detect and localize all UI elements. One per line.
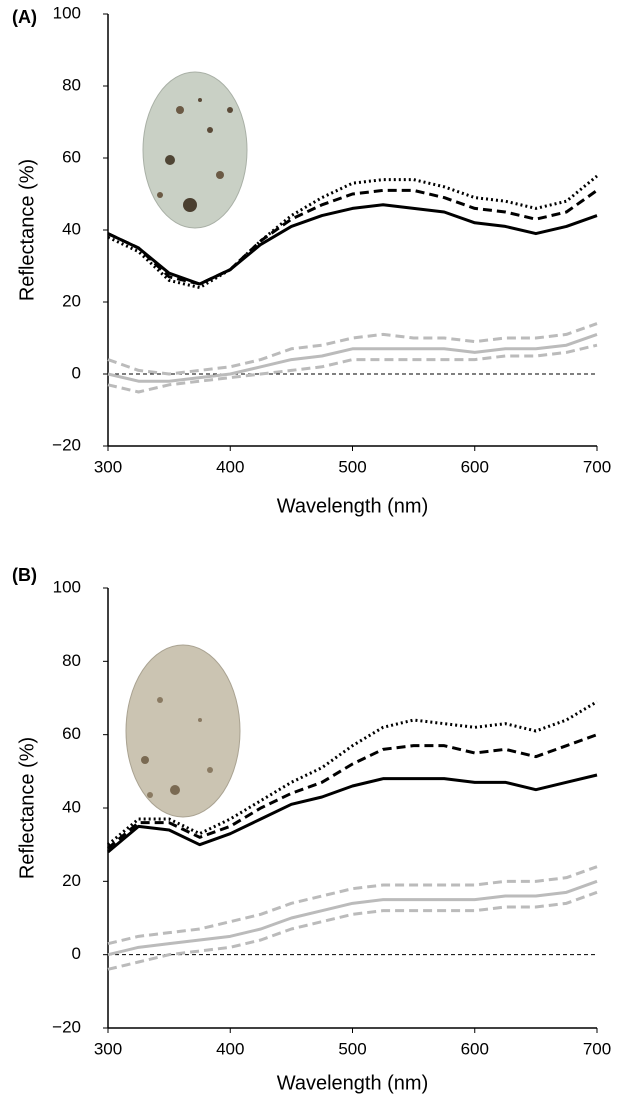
series-line <box>107 890 598 971</box>
y-tick-label: 40 <box>62 219 81 238</box>
egg-b <box>125 644 241 818</box>
x-tick-label: 500 <box>338 1039 366 1058</box>
y-axis-label: Reflectance (%) <box>16 737 38 879</box>
series-line <box>107 700 598 846</box>
x-tick-label: 600 <box>461 1039 489 1058</box>
egg-a <box>142 71 248 229</box>
y-tick-label: 80 <box>62 75 81 94</box>
series-line <box>107 773 598 854</box>
x-tick-label: 400 <box>216 457 244 476</box>
y-tick-label: 20 <box>62 871 81 890</box>
y-tick-label: 0 <box>72 944 81 963</box>
x-tick-label: 400 <box>216 1039 244 1058</box>
series-line <box>107 203 598 286</box>
x-tick-label: 700 <box>583 1039 611 1058</box>
x-axis-label: Wavelength (nm) <box>277 1072 429 1094</box>
y-tick-label: 100 <box>53 577 81 596</box>
y-tick-label: 60 <box>62 724 81 743</box>
y-tick-label: 60 <box>62 147 81 166</box>
panel-label: (B) <box>12 565 37 585</box>
y-tick-label: 80 <box>62 651 81 670</box>
x-tick-label: 500 <box>338 457 366 476</box>
y-tick-label: 0 <box>72 363 81 382</box>
series-line <box>107 733 598 850</box>
y-tick-label: −20 <box>52 1017 81 1036</box>
panel-label: (A) <box>12 7 37 27</box>
series-line <box>107 322 598 376</box>
y-tick-label: 20 <box>62 291 81 310</box>
y-tick-label: 100 <box>53 3 81 22</box>
series-line <box>107 174 598 290</box>
y-tick-label: −20 <box>52 435 81 454</box>
y-axis-label: Reflectance (%) <box>16 159 38 301</box>
x-tick-label: 300 <box>94 1039 122 1058</box>
x-tick-label: 700 <box>583 457 611 476</box>
y-tick-label: 40 <box>62 797 81 816</box>
x-tick-label: 600 <box>461 457 489 476</box>
series-line <box>107 332 598 383</box>
series-line <box>107 865 598 946</box>
series-line <box>107 188 598 286</box>
series-line <box>107 343 598 394</box>
series-line <box>107 879 598 957</box>
x-axis-label: Wavelength (nm) <box>277 495 429 517</box>
x-tick-label: 300 <box>94 457 122 476</box>
